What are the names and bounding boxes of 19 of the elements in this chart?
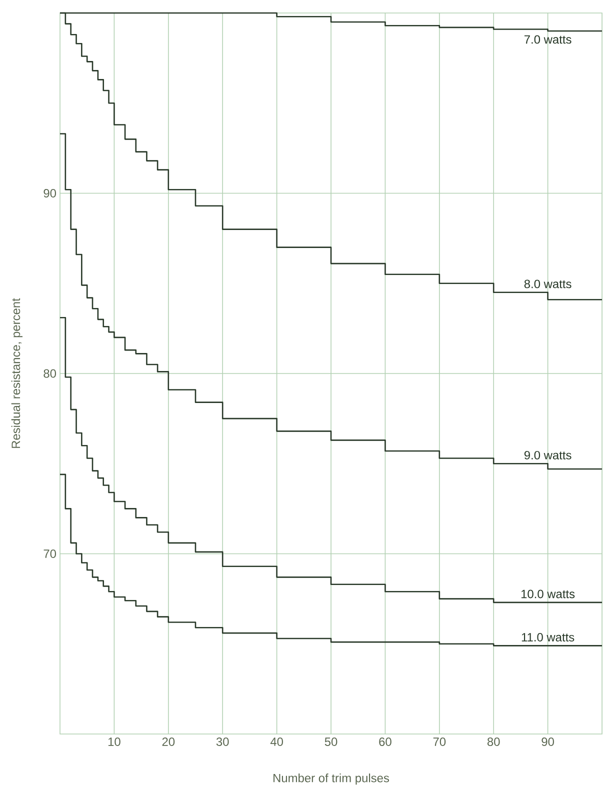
series-label: 8.0 watts	[524, 280, 572, 288]
series-label: 11.0 watts	[522, 633, 574, 642]
x-tick-label: 80	[487, 738, 500, 746]
x-tick-label: 60	[379, 738, 392, 746]
y-tick-label: 80	[44, 369, 56, 378]
x-tick-label: 50	[324, 738, 338, 746]
y-tick-label: 70	[44, 550, 56, 558]
x-tick-label: 10	[108, 738, 120, 746]
x-tick-label: 40	[270, 738, 283, 746]
x-axis-title: Number of trim pulses	[274, 774, 390, 785]
y-axis-title: Residual resistance, percent	[11, 298, 22, 448]
series-label: 9.0 watts	[524, 450, 572, 460]
series-label: 7.0 watts	[524, 35, 572, 44]
x-tick-label: 30	[216, 738, 229, 746]
series-label: 10.0 watts	[521, 590, 575, 598]
y-tick-label: 90	[44, 189, 56, 198]
x-tick-label: 20	[162, 738, 175, 746]
x-tick-label: 90	[542, 738, 554, 746]
x-tick-label: 70	[433, 738, 446, 746]
